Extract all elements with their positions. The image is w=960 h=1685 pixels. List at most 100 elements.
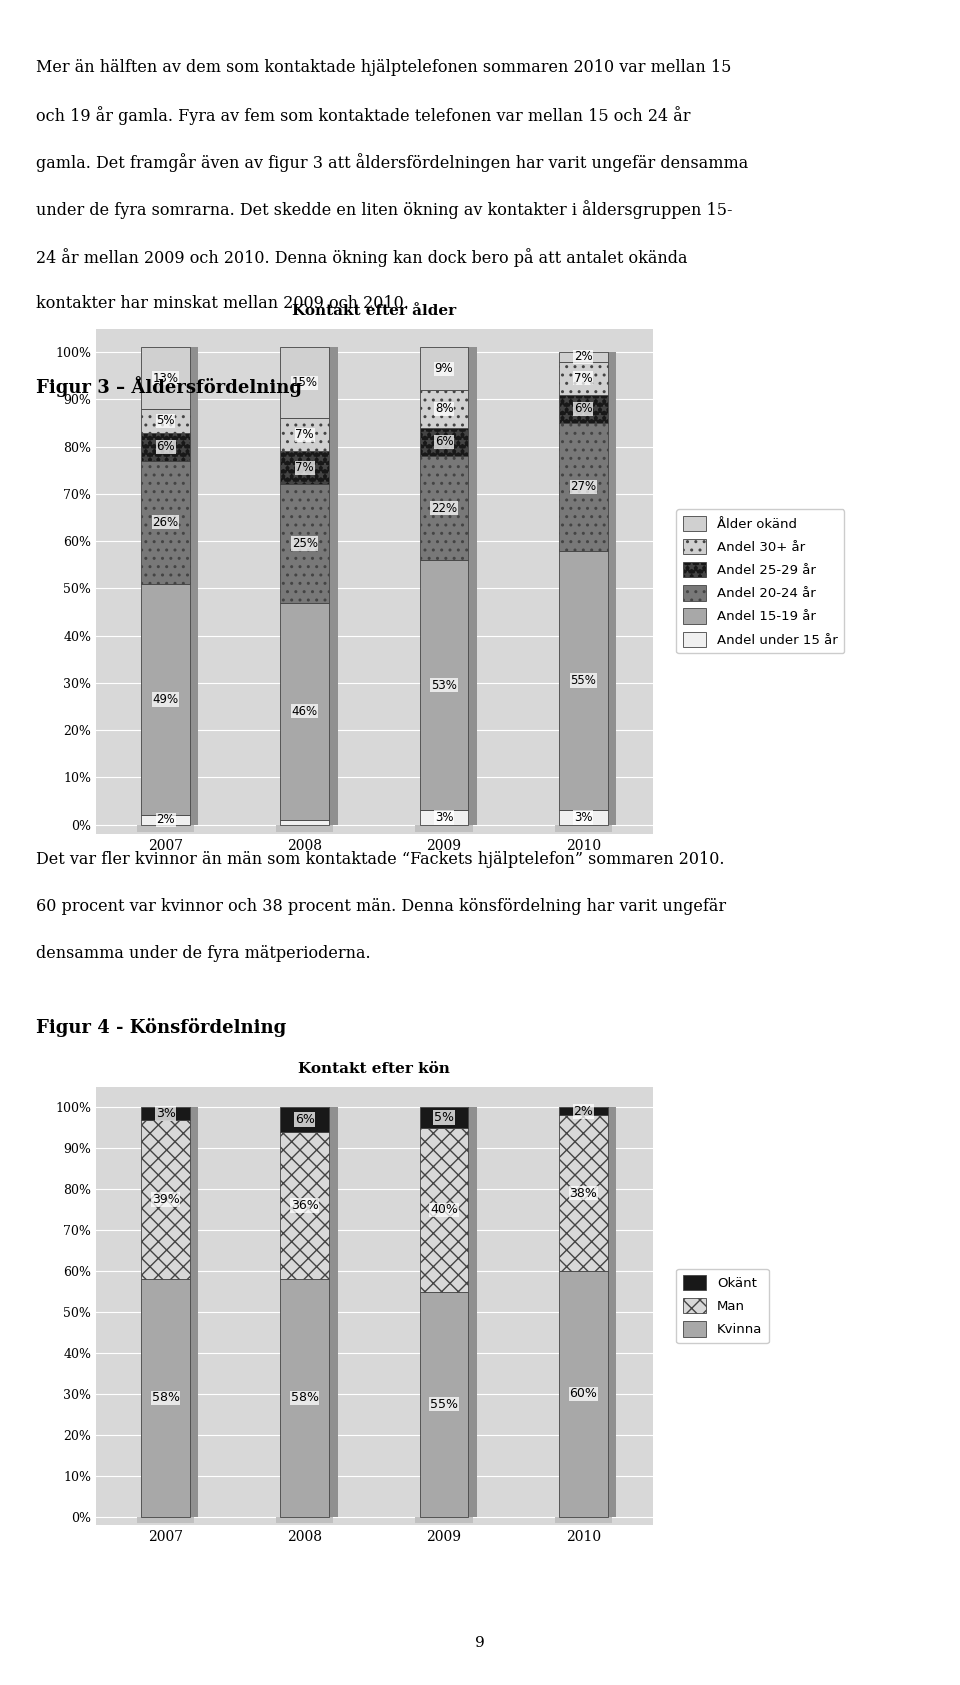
Text: 39%: 39% [152,1193,180,1206]
Text: 58%: 58% [291,1392,319,1405]
Bar [141,433,190,462]
Text: 2%: 2% [156,814,175,826]
Text: 9%: 9% [435,362,453,376]
Text: kontakter har minskat mellan 2009 och 2010.: kontakter har minskat mellan 2009 och 20… [36,295,409,312]
Bar [559,394,608,423]
Title: Kontakt efter kön: Kontakt efter kön [299,1062,450,1077]
Bar [141,409,190,433]
Bar [329,1107,338,1516]
Text: 60 procent var kvinnor och 38 procent män. Denna könsfördelning har varit ungefä: 60 procent var kvinnor och 38 procent mä… [36,898,727,915]
Text: 9: 9 [475,1636,485,1650]
Text: 25%: 25% [292,538,318,549]
Bar [329,347,338,824]
Bar [420,810,468,824]
Title: Kontakt efter ålder: Kontakt efter ålder [293,303,456,318]
Bar [559,1270,608,1516]
Bar [141,462,190,583]
Bar [608,352,616,824]
Text: 26%: 26% [153,516,179,529]
Bar [190,1107,199,1516]
Bar [559,1115,608,1270]
Text: 49%: 49% [153,693,179,706]
Bar [276,1516,333,1523]
Text: 5%: 5% [156,415,175,428]
Bar [420,428,468,457]
Bar [420,559,468,810]
Text: 6%: 6% [295,1114,315,1126]
Text: 8%: 8% [435,403,453,416]
Bar [420,1291,468,1516]
Bar [555,1516,612,1523]
Text: 40%: 40% [430,1203,458,1217]
Bar [280,1279,329,1516]
Text: Figur 3 – Åldersfördelning: Figur 3 – Åldersfördelning [36,376,302,396]
Text: Figur 4 - Könsfördelning: Figur 4 - Könsfördelning [36,1018,287,1036]
Bar [280,347,329,418]
Bar [141,1279,190,1516]
Text: 60%: 60% [569,1387,597,1400]
Bar [276,824,333,832]
Bar [559,423,608,551]
Text: 36%: 36% [291,1200,319,1212]
Text: Mer än hälften av dem som kontaktade hjälptelefonen sommaren 2010 var mellan 15: Mer än hälften av dem som kontaktade hjä… [36,59,732,76]
Text: 13%: 13% [153,372,179,384]
Text: 15%: 15% [292,376,318,389]
Bar [416,1516,472,1523]
Text: 7%: 7% [296,428,314,441]
Text: 46%: 46% [292,704,318,718]
Text: 7%: 7% [296,462,314,475]
Bar [137,1516,194,1523]
Bar [280,485,329,603]
Bar [190,347,199,824]
Bar [420,1127,468,1291]
Bar [559,362,608,394]
Bar [559,352,608,362]
Bar [280,603,329,821]
Text: 22%: 22% [431,502,457,514]
Text: under de fyra somrarna. Det skedde en liten ökning av kontakter i åldersgruppen : under de fyra somrarna. Det skedde en li… [36,201,733,219]
Text: 6%: 6% [435,435,453,448]
Bar [608,1107,616,1516]
Text: 2%: 2% [574,350,592,364]
Bar [141,347,190,409]
Bar [280,452,329,485]
Legend: Okänt, Man, Kvinna: Okänt, Man, Kvinna [676,1269,769,1343]
Bar [420,347,468,389]
Text: 55%: 55% [430,1397,458,1410]
Bar [559,1107,608,1115]
Text: 3%: 3% [156,1107,176,1121]
Bar [280,1107,329,1132]
Bar [420,389,468,428]
Text: 6%: 6% [156,440,175,453]
Text: och 19 år gamla. Fyra av fem som kontaktade telefonen var mellan 15 och 24 år: och 19 år gamla. Fyra av fem som kontakt… [36,106,691,125]
Text: 3%: 3% [435,810,453,824]
Text: 27%: 27% [570,480,596,494]
Text: 5%: 5% [434,1110,454,1124]
Text: 7%: 7% [574,372,592,384]
Text: 58%: 58% [152,1392,180,1405]
Bar [141,1107,190,1119]
Bar [416,824,472,832]
Bar [280,1132,329,1279]
Text: 24 år mellan 2009 och 2010. Denna ökning kan dock bero på att antalet okända: 24 år mellan 2009 och 2010. Denna ökning… [36,248,688,266]
Bar [555,824,612,832]
Bar [141,583,190,816]
Bar [559,810,608,824]
Text: 3%: 3% [574,810,592,824]
Bar [559,551,608,810]
Bar [137,824,194,832]
Text: 53%: 53% [431,679,457,693]
Text: 55%: 55% [570,674,596,687]
Bar [468,1107,477,1516]
Bar [141,816,190,824]
Bar [420,1107,468,1127]
Text: gamla. Det framgår även av figur 3 att åldersfördelningen har varit ungefär dens: gamla. Det framgår även av figur 3 att å… [36,153,749,172]
Text: 6%: 6% [574,403,592,416]
Text: 38%: 38% [569,1186,597,1200]
Bar [280,418,329,452]
Bar [141,1119,190,1279]
Bar [420,457,468,559]
Text: 2%: 2% [573,1105,593,1117]
Text: densamma under de fyra mätperioderna.: densamma under de fyra mätperioderna. [36,945,372,962]
Legend: Ålder okänd, Andel 30+ år, Andel 25-29 år, Andel 20-24 år, Andel 15-19 år, Andel: Ålder okänd, Andel 30+ år, Andel 25-29 å… [676,509,845,654]
